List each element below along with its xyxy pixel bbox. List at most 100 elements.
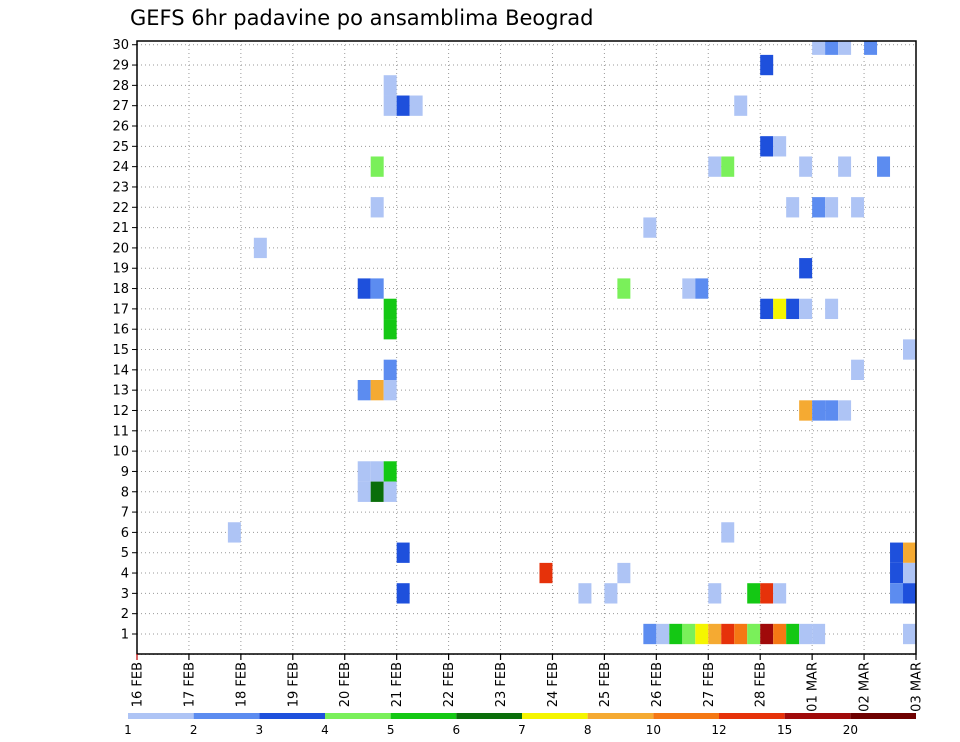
- heatmap-cell: [695, 278, 709, 299]
- legend-label: 8: [584, 723, 592, 737]
- heatmap-cell: [773, 298, 787, 320]
- heatmap-cell: [760, 54, 774, 76]
- x-tick-label: 03 MAR: [910, 662, 925, 712]
- heatmap-cell: [812, 400, 826, 421]
- heatmap-cell: [760, 583, 774, 604]
- x-tick-label: 28 FEB: [754, 662, 769, 707]
- legend-swatch: [850, 713, 916, 719]
- y-tick-label: 12: [112, 404, 129, 419]
- y-tick-label: 9: [121, 465, 129, 480]
- heatmap-cell: [877, 156, 891, 177]
- heatmap-cell: [864, 41, 878, 55]
- y-tick-label: 6: [121, 526, 129, 541]
- y-tick-label: 8: [121, 485, 129, 500]
- x-tick-label: 18 FEB: [234, 662, 249, 707]
- heatmap-cell: [396, 583, 410, 604]
- legend-swatch: [653, 713, 719, 719]
- heatmap-cell: [903, 623, 916, 645]
- heatmap-cell: [903, 562, 916, 584]
- y-tick-label: 25: [112, 140, 129, 155]
- legend-swatch: [784, 713, 851, 719]
- legend-swatch: [193, 713, 260, 719]
- heatmap-cell: [773, 136, 787, 157]
- x-tick-label: 24 FEB: [546, 662, 561, 707]
- y-tick-label: 14: [112, 363, 129, 378]
- chart-title: GEFS 6hr padavine po ansamblima Beograd: [130, 6, 594, 30]
- heatmap-cell: [812, 197, 826, 218]
- heatmap-cell: [825, 197, 839, 218]
- heatmap-cell: [851, 197, 865, 218]
- heatmap-cell: [604, 583, 618, 604]
- heatmap-cell: [539, 562, 553, 584]
- legend-label: 7: [518, 723, 526, 737]
- y-tick-label: 15: [112, 343, 129, 358]
- heatmap-cell: [773, 583, 787, 604]
- heatmap-cell: [396, 542, 410, 563]
- heatmap-cell: [643, 623, 657, 645]
- heatmap-cell: [383, 298, 397, 320]
- heatmap-cell: [370, 461, 384, 482]
- y-tick-label: 27: [112, 99, 129, 114]
- heatmap-cell: [838, 400, 852, 421]
- heatmap-cell: [890, 583, 904, 604]
- heatmap-cell: [578, 583, 592, 604]
- legend-label: 1: [124, 723, 132, 737]
- heatmap-cell: [396, 95, 410, 116]
- y-tick-label: 28: [112, 79, 129, 94]
- x-tick-label: 27 FEB: [702, 662, 717, 707]
- heatmap-cell: [799, 298, 813, 320]
- heatmap-cell: [682, 623, 696, 645]
- heatmap-cell: [786, 197, 800, 218]
- heatmap-cell: [370, 197, 384, 218]
- heatmap-cell: [656, 623, 670, 645]
- x-tick-label: 20 FEB: [338, 662, 353, 707]
- y-tick-label: 20: [112, 241, 129, 256]
- y-tick-label: 4: [121, 567, 129, 582]
- heatmap-cell: [383, 95, 397, 116]
- heatmap-cell: [890, 542, 904, 563]
- y-tick-label: 26: [112, 120, 129, 135]
- y-tick-label: 2: [121, 607, 129, 622]
- y-tick-label: 24: [112, 160, 129, 175]
- x-tick-label: 19 FEB: [286, 662, 301, 707]
- grid-lines: [137, 41, 916, 655]
- heatmap-cell: [357, 278, 371, 299]
- heatmap-cell: [760, 136, 774, 157]
- heatmap-cell: [825, 41, 839, 55]
- color-legend: 1 2 3 4 5 6 7 8 10 12 15 20: [124, 713, 916, 737]
- heatmap-cell: [357, 380, 371, 401]
- heatmap-cell: [838, 41, 852, 55]
- y-tick-label: 3: [121, 587, 129, 602]
- heatmap-cell: [383, 75, 397, 96]
- legend-label: 15: [777, 723, 792, 737]
- y-tick-label: 22: [112, 201, 129, 216]
- y-tick-label: 7: [121, 506, 129, 521]
- heatmap-cell: [357, 461, 371, 482]
- heatmap-cell: [721, 623, 735, 645]
- heatmap-cell: [370, 156, 384, 177]
- heatmap-cell: [253, 237, 267, 259]
- legend-swatch: [390, 713, 457, 719]
- legend-swatch: [719, 713, 785, 719]
- legend-label: 6: [453, 723, 461, 737]
- heatmap-cell: [357, 481, 371, 502]
- y-tick-label: 29: [112, 59, 129, 74]
- y-tick-label: 17: [112, 302, 129, 317]
- heatmap-cell: [708, 156, 722, 177]
- heatmap-cell: [227, 522, 241, 543]
- legend-swatch: [522, 713, 588, 719]
- heatmap-cell: [370, 380, 384, 401]
- x-tick-label: 02 MAR: [858, 662, 873, 712]
- x-axis: 16 FEB 17 FEB 18 FEB 19 FEB 20 FEB 21 FEB 22 F…: [131, 654, 925, 712]
- heatmap-cell: [734, 623, 748, 645]
- heatmap-cell: [786, 298, 800, 320]
- heatmap-cell: [903, 583, 916, 604]
- y-axis: 1234567891011121314151617181920212223242…: [112, 38, 137, 643]
- y-tick-label: 18: [112, 282, 129, 297]
- heatmap-cell: [838, 156, 852, 177]
- heatmap-cell: [786, 623, 800, 645]
- heatmap-cell: [747, 583, 761, 604]
- heatmap-cell: [708, 623, 722, 645]
- legend-label: 2: [190, 723, 198, 737]
